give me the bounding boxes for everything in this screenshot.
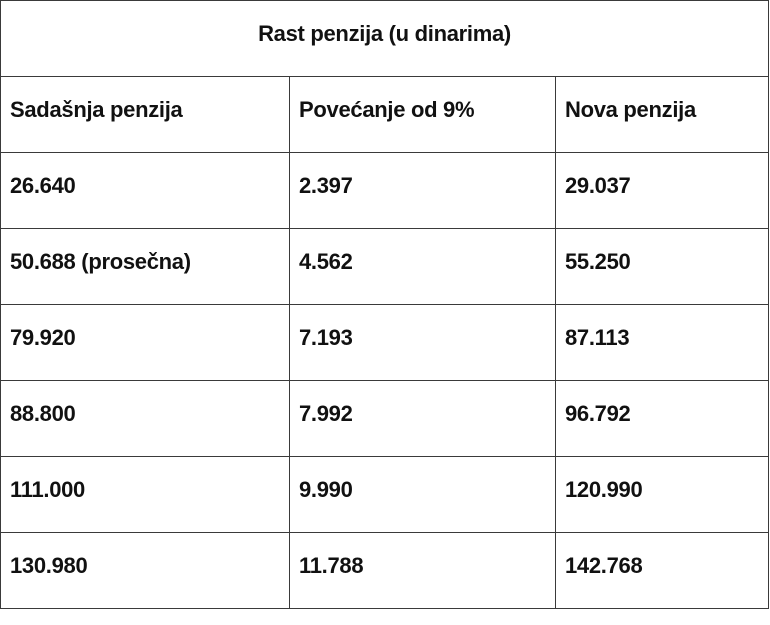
data-row: 79.920 7.193 87.113 <box>0 304 770 381</box>
table-title: Rast penzija (u dinarima) <box>0 0 770 77</box>
data-cell: 79.920 <box>0 304 290 381</box>
pension-table: Rast penzija (u dinarima) Sadašnja penzi… <box>0 0 770 609</box>
data-cell: 88.800 <box>0 380 290 457</box>
data-cell: 4.562 <box>289 228 556 305</box>
header-cell: Povećanje od 9% <box>289 76 556 153</box>
data-cell: 142.768 <box>554 532 770 609</box>
data-cell: 96.792 <box>554 380 770 457</box>
data-row: 26.640 2.397 29.037 <box>0 152 770 229</box>
data-row: 50.688 (prosečna) 4.562 55.250 <box>0 228 770 305</box>
header-cell: Nova penzija <box>554 76 770 153</box>
data-row: 111.000 9.990 120.990 <box>0 456 770 533</box>
data-cell: 9.990 <box>289 456 556 533</box>
data-cell: 87.113 <box>554 304 770 381</box>
data-cell: 11.788 <box>289 532 556 609</box>
data-cell: 2.397 <box>289 152 556 229</box>
data-cell: 55.250 <box>554 228 770 305</box>
title-row: Rast penzija (u dinarima) <box>0 0 770 77</box>
data-cell: 7.193 <box>289 304 556 381</box>
data-cell: 111.000 <box>0 456 290 533</box>
data-cell: 26.640 <box>0 152 290 229</box>
data-row: 88.800 7.992 96.792 <box>0 380 770 457</box>
data-cell: 130.980 <box>0 532 290 609</box>
data-row: 130.980 11.788 142.768 <box>0 532 770 609</box>
header-row: Sadašnja penzija Povećanje od 9% Nova penz… <box>0 76 770 153</box>
table-body: Rast penzija (u dinarima) Sadašnja penzi… <box>0 0 770 609</box>
data-cell: 29.037 <box>554 152 770 229</box>
data-cell: 120.990 <box>554 456 770 533</box>
data-cell: 50.688 (prosečna) <box>0 228 290 305</box>
header-cell: Sadašnja penzija <box>0 76 290 153</box>
data-cell: 7.992 <box>289 380 556 457</box>
